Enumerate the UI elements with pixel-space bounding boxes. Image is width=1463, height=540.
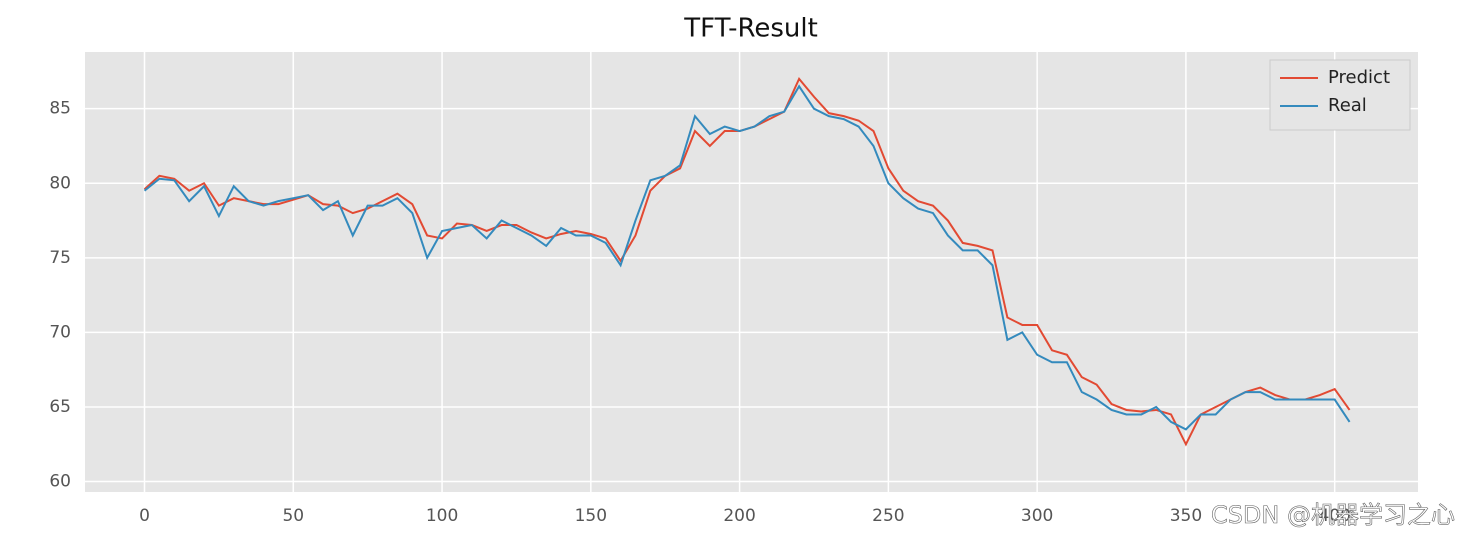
- y-tick-label: 80: [49, 173, 71, 193]
- legend-label: Real: [1328, 95, 1367, 116]
- x-tick-label: 400: [1318, 506, 1350, 526]
- x-tick-label: 300: [1021, 506, 1053, 526]
- legend-label: Predict: [1328, 67, 1390, 88]
- x-tick-label: 350: [1170, 506, 1202, 526]
- y-tick-label: 65: [49, 397, 71, 417]
- plot-area: [85, 52, 1418, 492]
- y-tick-label: 70: [49, 322, 71, 342]
- legend-box: [1269, 59, 1411, 131]
- x-tick-label: 150: [575, 506, 607, 526]
- x-tick-label: 100: [426, 506, 458, 526]
- x-tick-label: 200: [723, 506, 755, 526]
- y-tick-label: 60: [49, 472, 71, 492]
- series-line: [143, 84, 1351, 431]
- x-tick-label: 0: [139, 506, 150, 526]
- y-tick-label: 85: [49, 99, 71, 119]
- x-tick-label: 250: [872, 506, 904, 526]
- x-tick-label: 50: [282, 506, 304, 526]
- chart-title: TFT-Result: [683, 14, 818, 44]
- watermark: CSDN @机器学习之心: [1211, 501, 1455, 529]
- y-tick-label: 75: [49, 248, 71, 268]
